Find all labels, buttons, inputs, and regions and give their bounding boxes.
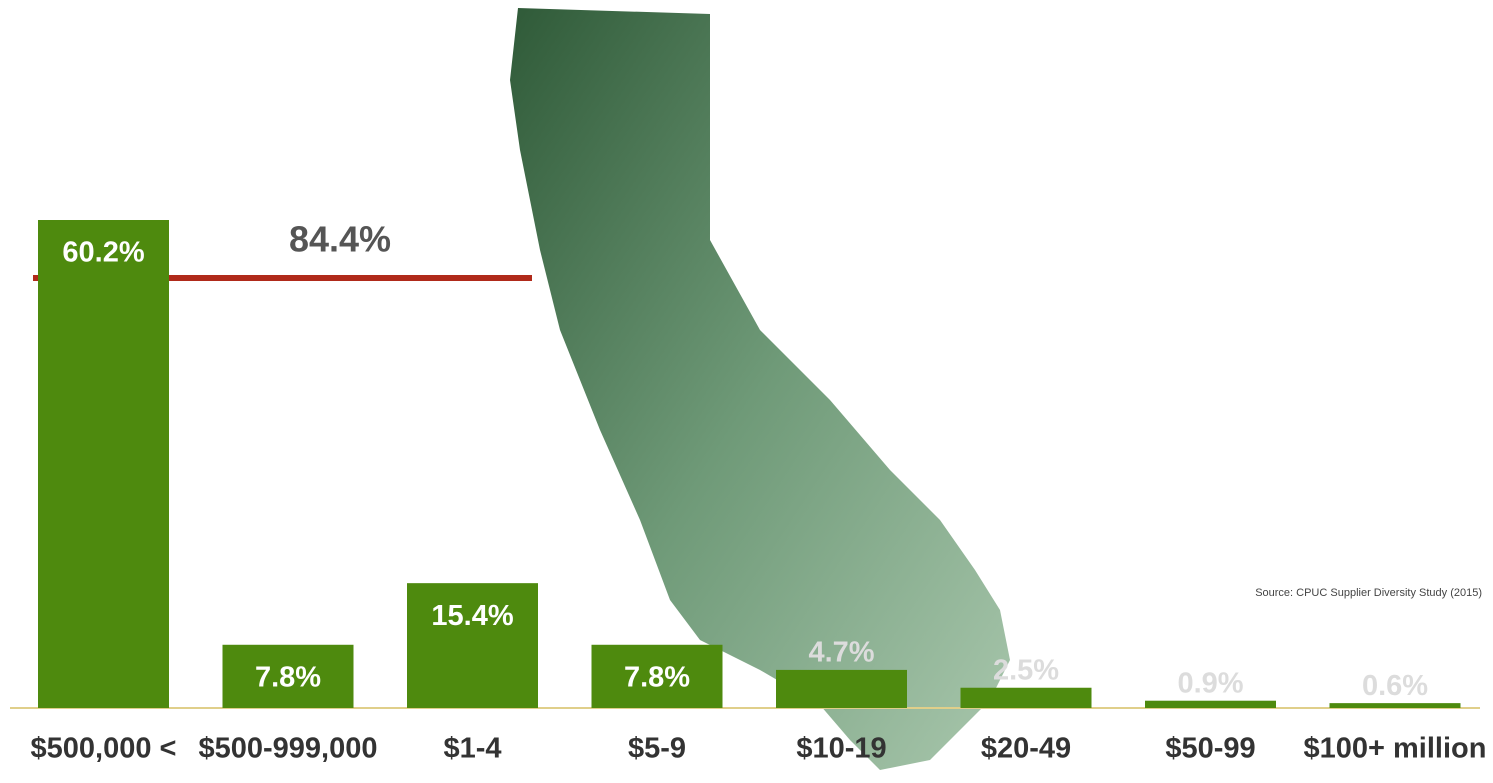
bar [961, 688, 1092, 708]
value-label: 0.6% [1362, 670, 1428, 702]
value-label: 7.8% [255, 661, 321, 693]
value-label: 60.2% [62, 237, 144, 269]
page: {"chart_data": {"type": "bar", "categori… [0, 0, 1493, 778]
x-tick-label: $1-4 [443, 733, 501, 765]
x-tick-label: $20-49 [981, 733, 1071, 765]
bar [776, 670, 907, 708]
value-label: 4.7% [808, 637, 874, 669]
value-label: 15.4% [431, 600, 513, 632]
bar [1330, 703, 1461, 708]
x-tick-label: $500,000 < [31, 733, 177, 765]
source: Source: CPUC Supplier Diversity Study (2… [1255, 587, 1482, 599]
value-label: 0.9% [1177, 667, 1243, 699]
bar [38, 220, 169, 708]
value-label: 7.8% [624, 661, 690, 693]
x-tick-label: $100+ million [1304, 733, 1487, 765]
chart: 84.4% Source: CPUC Supplier Diversity St… [0, 0, 1493, 778]
x-tick-label: $5-9 [628, 733, 686, 765]
value-label: 2.5% [993, 654, 1059, 686]
annotation: 84.4% [289, 219, 391, 260]
x-tick-label: $50-99 [1165, 733, 1255, 765]
x-tick-label: $500-999,000 [199, 733, 378, 765]
bar [1145, 701, 1276, 708]
california-illustration [510, 8, 1010, 770]
x-tick-label: $10-19 [796, 733, 886, 765]
